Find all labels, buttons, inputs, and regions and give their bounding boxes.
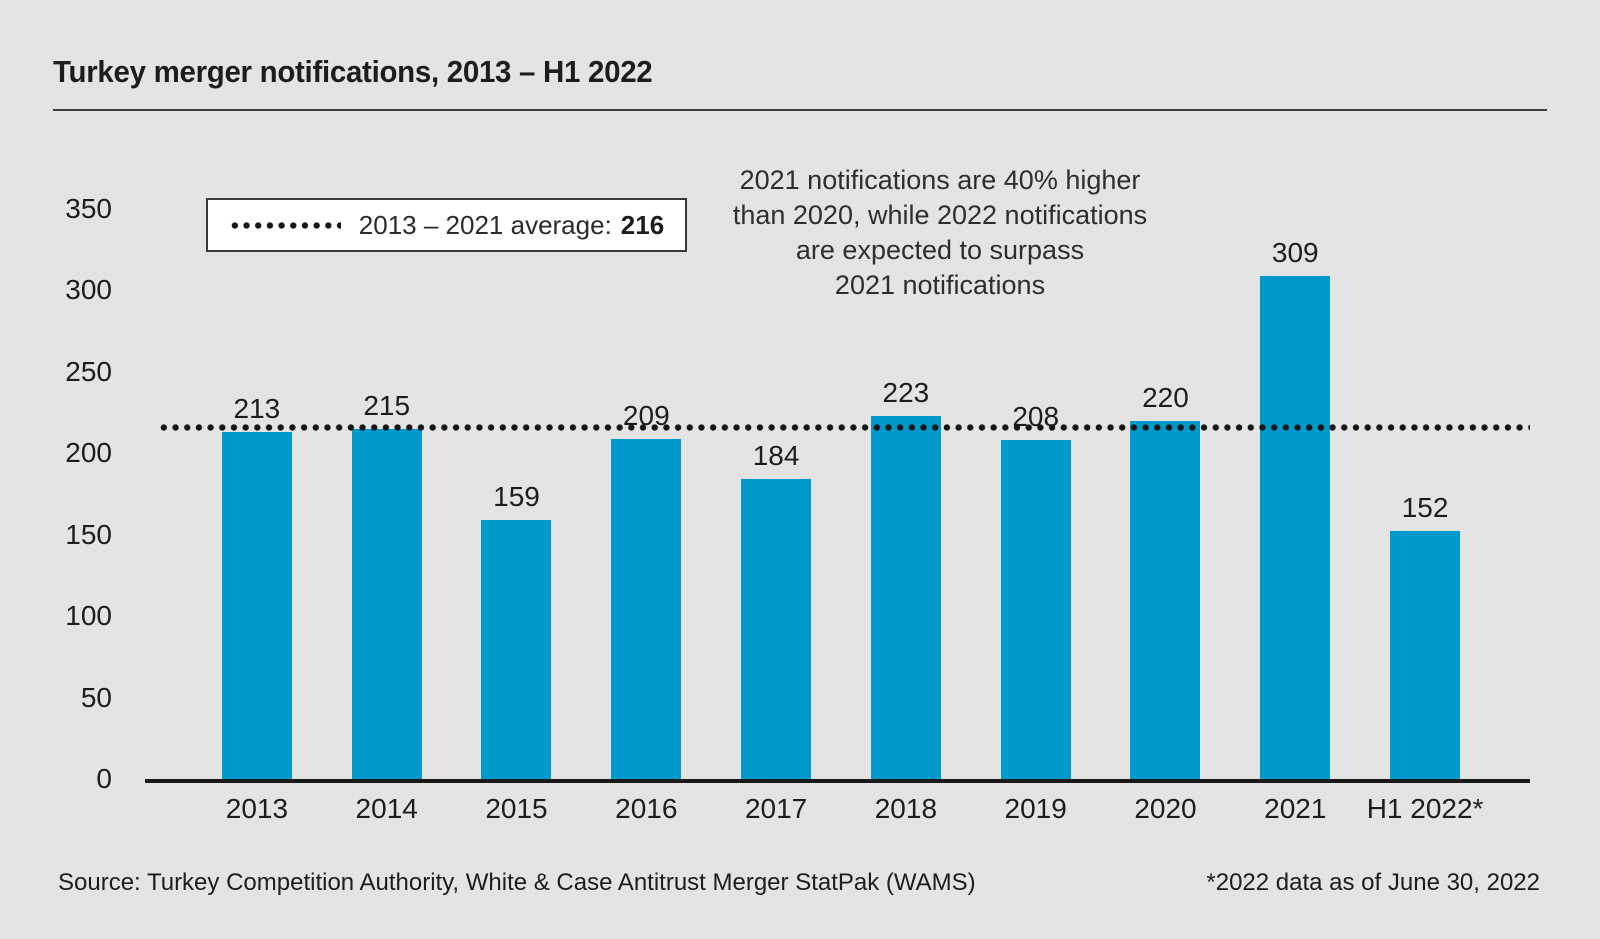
y-axis-tick-label: 350 [65,193,112,224]
x-axis-label-2014: 2014 [355,793,418,824]
x-axis-label-2017: 2017 [744,793,808,824]
bar-2013 [221,432,292,779]
bar-value-label: 152 [1401,492,1449,524]
x-axis-label-2019: 2019 [1004,793,1067,824]
title-divider [53,109,1547,111]
annotation-line: 2021 notifications [834,270,1046,300]
bar-slot-2021: 309 [1230,179,1360,779]
bar-2017 [741,479,812,779]
bar-value-label: 223 [882,376,930,408]
y-axis-tick-label: 0 [96,763,112,794]
bar-value-label: 184 [752,440,800,472]
bar-slot-2016: 209 [581,179,711,779]
bar-slot-2017: 184 [711,179,841,779]
average-dotted-line [158,423,1530,431]
page-title: Turkey merger notifications, 2013 – H1 2… [53,54,653,89]
y-axis: 0 50 100 150 200 250 300 350 [30,0,112,939]
bar-value-label: 215 [363,389,411,421]
y-axis-tick-label: 250 [65,355,112,387]
legend-value: 216 [620,209,665,240]
y-axis-tick-label: 50 [80,681,112,713]
bar-2016 [611,438,682,779]
bar-2015 [481,520,552,779]
bar-slot-2014: 215 [322,179,452,779]
bar-slot-2018: 223 [841,179,971,779]
bar-value-label: 309 [1271,236,1319,268]
x-axis-label-2018: 2018 [874,793,938,824]
y-axis-tick-label: 300 [65,274,112,306]
x-axis-label-2021: 2021 [1264,793,1327,824]
y-axis-tick-label: 200 [65,437,112,469]
bar-2019 [1000,440,1071,779]
bar-value-label: 220 [1142,381,1189,413]
annotation-line: than 2020, while 2022 notifications [732,200,1148,230]
bar-H1 2022* [1390,531,1461,779]
x-axis-line [145,779,1530,783]
source-note: Source: Turkey Competition Authority, Wh… [58,869,976,896]
x-axis-label-2016: 2016 [615,793,678,824]
footnote: *2022 data as of June 30, 2022 [1206,869,1540,896]
annotation-line: 2021 notifications are 40% higher [739,165,1141,195]
legend-label: 2013 – 2021 average: [358,209,612,240]
dotted-line-legend-swatch [228,221,341,229]
bars-area: 213 215 159 209 184 223 208 220 309 152 [192,179,1490,779]
x-axis-labels: 2013 2014 2015 2016 2017 2018 2019 2020 2021 H1 2… [192,792,1490,826]
x-axis-label-2020: 2020 [1134,793,1197,824]
bar-slot-2020: 220 [1101,179,1231,779]
bar-2021 [1260,275,1331,779]
chart-annotation: 2021 notifications are 40% higher than 2… [660,163,1220,303]
x-axis-label-2013: 2013 [225,793,289,824]
bar-slot-2013: 213 [192,179,322,779]
bar-slot-2015: 159 [452,179,582,779]
bar-2018 [870,415,941,779]
average-legend-box: 2013 – 2021 average: 216 [206,198,687,252]
annotation-line: are expected to surpass [795,235,1085,265]
x-axis-label-2015: 2015 [485,793,548,824]
bar-value-label: 213 [233,393,281,425]
bar-2020 [1130,420,1201,779]
bar-value-label: 159 [493,481,540,513]
bar-2014 [351,428,422,779]
y-axis-tick-label: 150 [65,518,112,550]
x-axis-label-H1 2022*: H1 2022* [1366,793,1484,824]
bar-slot-H1 2022*: 152 [1360,179,1490,779]
y-axis-tick-label: 100 [65,600,112,632]
bar-slot-2019: 208 [971,179,1101,779]
